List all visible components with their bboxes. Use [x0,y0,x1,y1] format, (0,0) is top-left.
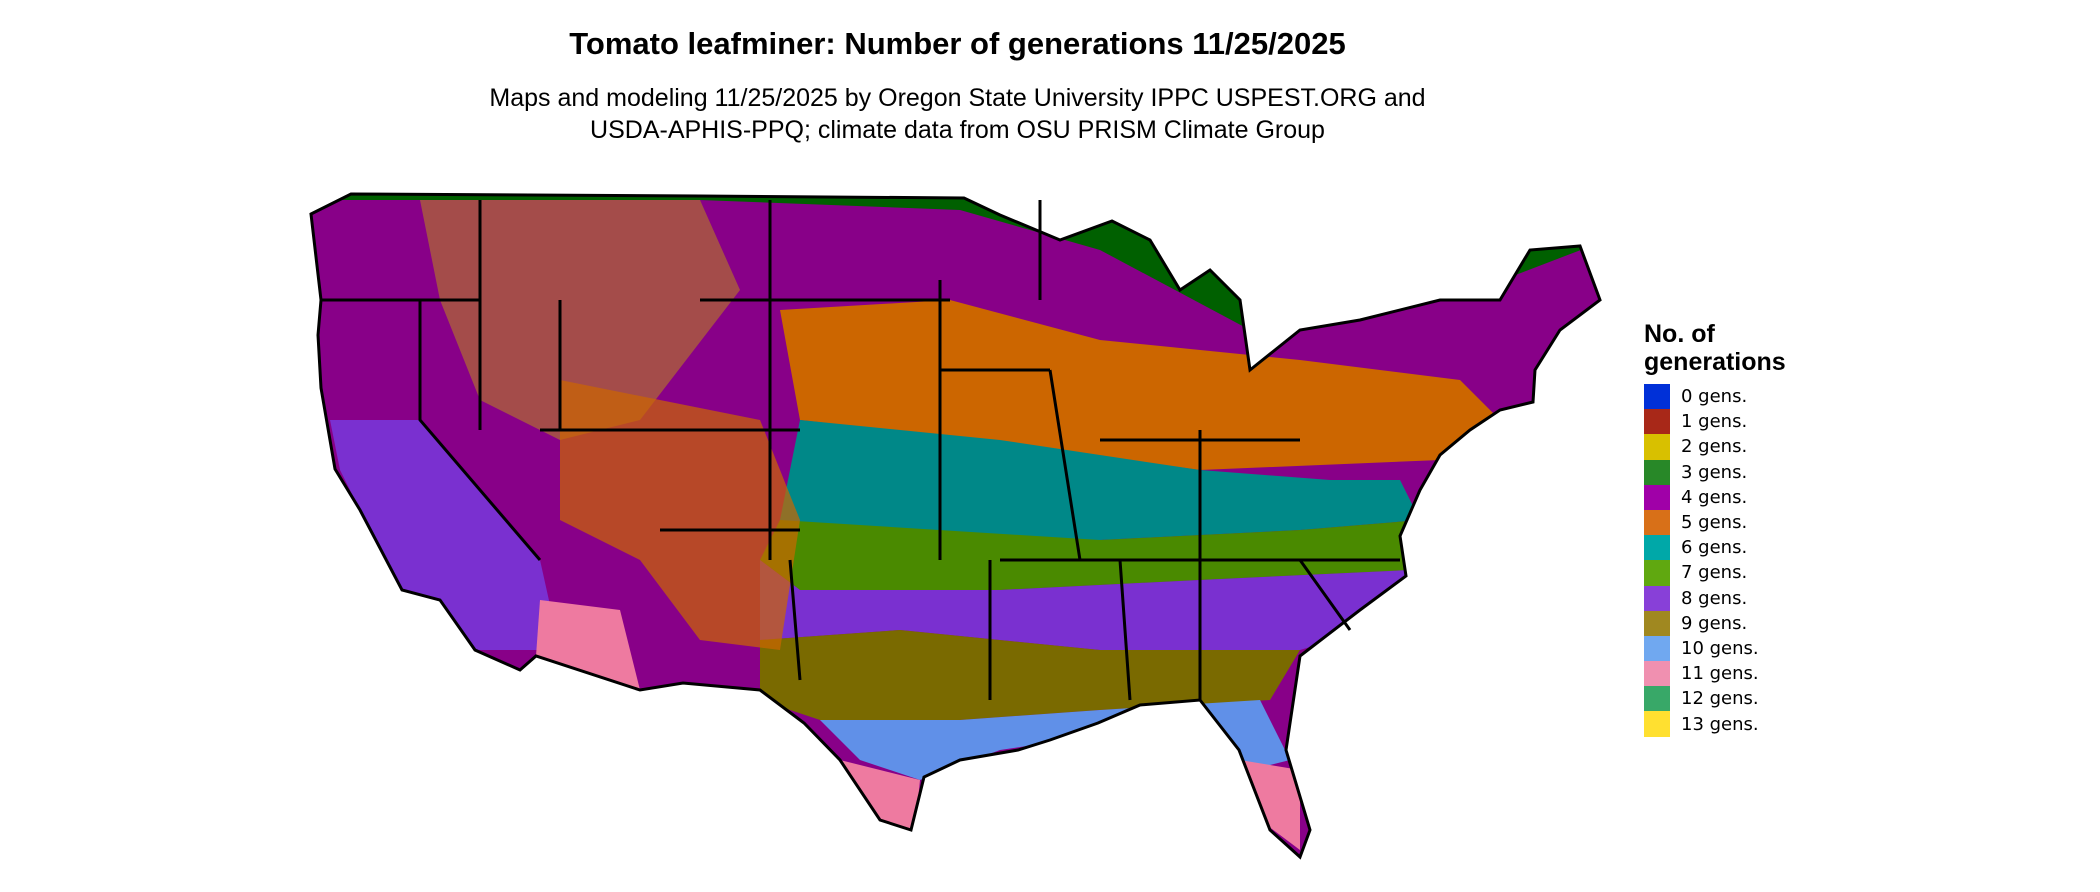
map-subtitle-line2: USDA-APHIS-PPQ; climate data from OSU PR… [590,116,1325,144]
legend-swatch [1644,484,1670,510]
zone-8-gens-west [330,420,560,650]
legend-label: 8 gens. [1681,587,1748,609]
legend-label: 13 gens. [1681,713,1759,735]
legend-title-line1: No. of [1644,320,1715,348]
zone-11-gens-southwest [536,600,640,690]
legend-item: 13 gens. [1644,711,1786,737]
legend-items: 0 gens. 1 gens. 2 gens. 3 gens. 4 gens. 5 gen… [1644,384,1786,737]
legend-title: No. of generations [1644,320,1786,376]
legend-swatch [1644,509,1670,536]
legend-label: 6 gens. [1681,537,1748,559]
legend-item: 11 gens. [1644,661,1786,687]
zone-5-gens-southwest [560,380,800,650]
zone-8-gens [760,560,1410,650]
legend-item: 8 gens. [1644,585,1786,611]
legend-item: 7 gens. [1644,560,1786,586]
legend-swatch [1644,384,1670,410]
zone-11-gens [840,760,1300,850]
legend-swatch [1644,535,1670,561]
zone-2-gens-mountains [420,200,740,440]
legend-item: 9 gens. [1644,610,1786,636]
zone-7-gens [760,520,1420,590]
zone-9-gens [760,630,1300,740]
legend-item: 5 gens. [1644,509,1786,536]
map-title: Tomato leafminer: Number of generations … [569,26,1346,61]
legend-item: 10 gens. [1644,635,1786,662]
legend: No. of generations 0 gens. 1 gens. 2 gens.… [1644,320,1786,737]
legend-swatch [1644,635,1670,662]
legend-label: 9 gens. [1681,612,1748,634]
legend-item: 6 gens. [1644,535,1786,561]
legend-swatch [1644,686,1670,712]
legend-swatch [1644,459,1670,485]
legend-item: 4 gens. [1644,484,1786,510]
legend-swatch [1644,610,1670,636]
map-subtitle-line1: Maps and modeling 11/25/2025 by Oregon S… [489,84,1426,112]
generation-zones [311,194,1600,857]
legend-swatch [1644,711,1670,737]
zone-5-gens [780,300,1500,470]
legend-item: 1 gens. [1644,409,1786,435]
legend-swatch [1644,585,1670,611]
legend-label: 11 gens. [1681,663,1759,685]
legend-label: 0 gens. [1681,386,1748,408]
legend-label: 2 gens. [1681,436,1748,458]
legend-label: 7 gens. [1681,562,1748,584]
legend-label: 3 gens. [1681,461,1748,483]
legend-label: 5 gens. [1681,512,1748,534]
legend-label: 12 gens. [1681,688,1759,710]
legend-item: 2 gens. [1644,434,1786,460]
state-borders [309,192,1602,859]
legend-label: 10 gens. [1681,637,1759,659]
legend-label: 1 gens. [1681,411,1748,433]
legend-swatch [1644,560,1670,586]
legend-item: 3 gens. [1644,459,1786,485]
legend-item: 12 gens. [1644,686,1786,712]
legend-label: 4 gens. [1681,486,1748,508]
legend-swatch [1644,661,1670,687]
legend-swatch [1644,434,1670,460]
legend-swatch [1644,409,1670,435]
legend-item: 0 gens. [1644,384,1786,410]
legend-title-line2: generations [1644,348,1786,376]
